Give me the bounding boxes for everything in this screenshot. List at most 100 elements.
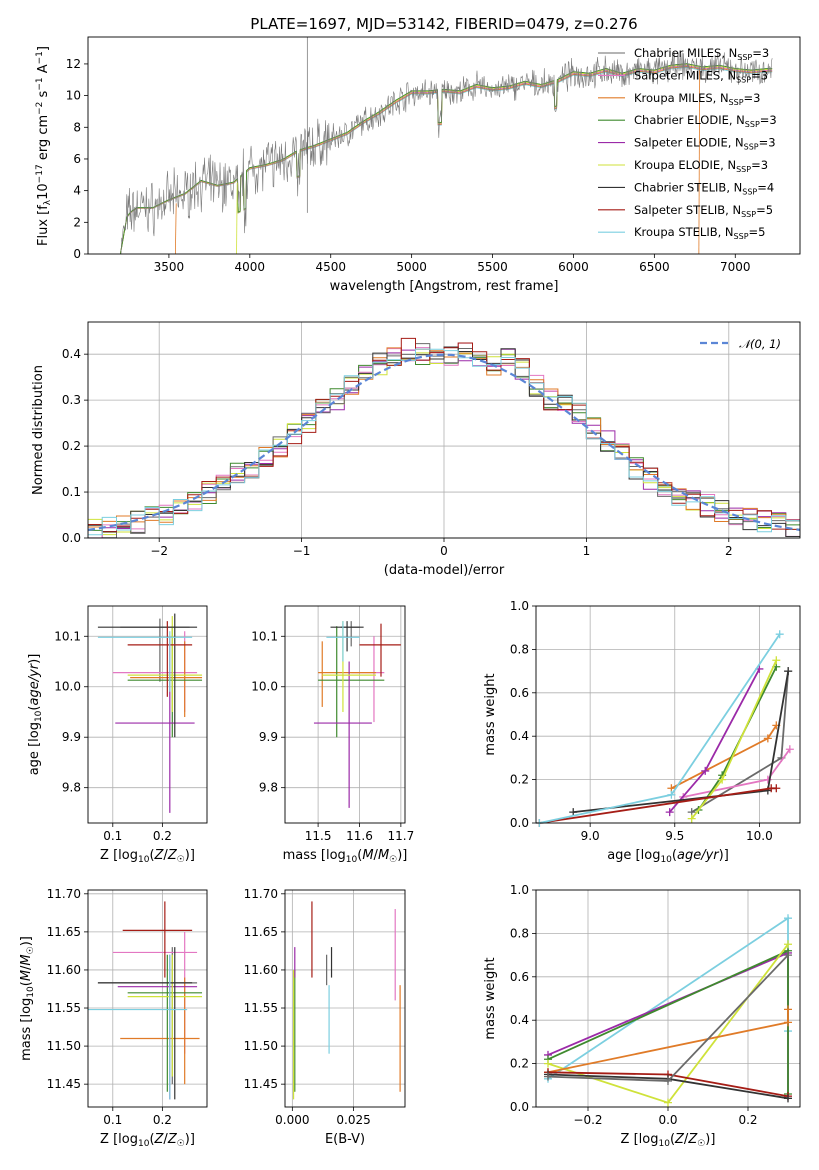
weight-line <box>539 787 777 824</box>
y-tick-label: 0.6 <box>510 686 529 700</box>
label-part: Kroupa ELODIE, N <box>634 158 736 172</box>
label-part: 10 <box>34 710 44 722</box>
x-tick-label: 0 <box>440 544 448 558</box>
y-tick-label: 1.0 <box>510 599 529 613</box>
label-part: ( <box>672 848 677 863</box>
x-tick-label: 0.0 <box>658 1113 677 1127</box>
label-part: age/yr <box>27 662 42 705</box>
label-part: 10 <box>658 1139 670 1149</box>
label-part: =3 <box>751 158 768 172</box>
label-part: 10 <box>346 855 358 865</box>
weight-marker <box>664 1098 672 1107</box>
x-tick-label: −2 <box>150 544 168 558</box>
label-part: ☉ <box>177 1139 185 1149</box>
y-tick-label: 10.1 <box>251 629 278 643</box>
x-tick-label: 1 <box>583 544 591 558</box>
label-part: )] <box>185 848 195 863</box>
label-part: Z <box>154 1132 165 1147</box>
chart-title: PLATE=1697, MJD=53142, FIBERID=0479, z=0… <box>250 15 637 33</box>
x-axis-label: Z [log10(Z/Z☉)] <box>100 1132 195 1149</box>
label-part: =5 <box>749 225 766 239</box>
label-part: M <box>378 848 389 863</box>
normal-legend-label: 𝒩(0, 1) <box>739 337 781 351</box>
x-tick-label: 5500 <box>477 260 508 274</box>
y-tick-label: 6 <box>73 152 81 166</box>
y-tick-label: 11.60 <box>47 963 81 977</box>
label-part: s <box>36 90 51 101</box>
model-edge-line <box>174 203 177 255</box>
weight-marker <box>775 630 784 639</box>
x-tick-label: 9.0 <box>581 829 600 843</box>
label-part: SSP <box>736 75 751 84</box>
label-part: Salpeter ELODIE, N <box>634 136 744 150</box>
y-tick-label: 11.60 <box>244 963 278 977</box>
label-part: 10 <box>138 1139 150 1149</box>
label-part: −17 <box>35 164 45 183</box>
weight-marker <box>701 766 710 775</box>
y-tick-label: 9.9 <box>62 730 81 744</box>
legend-entry: Chabrier ELODIE, NSSP=3 <box>634 113 777 129</box>
y-tick-label: 0.0 <box>62 531 81 545</box>
ebv-mass-panel: 0.000 0.025 11.45 11.50 11.55 11.60 11.65 11.70… <box>244 887 406 1147</box>
y-tick-label: 11.45 <box>244 1077 278 1091</box>
y-tick-label: 11.70 <box>47 887 81 901</box>
y-tick-label: 0.8 <box>510 926 529 940</box>
label-part: Kroupa STELIB, N <box>634 225 734 239</box>
residual-histogram-panel: −2 −1 0 1 2 0.0 0.1 0.2 0.3 0.4 (data-model)/error… <box>31 321 801 578</box>
label-part: =3 <box>751 68 768 82</box>
weight-marker <box>718 775 727 784</box>
y-tick-label: 0.2 <box>510 1057 529 1071</box>
y-axis-label: mass [log10(M/M☉)] <box>19 936 36 1061</box>
y-tick-label: 10.0 <box>251 680 278 694</box>
observed-spectrum-line <box>120 52 773 254</box>
y-tick-label: 0.2 <box>510 773 529 787</box>
x-tick-label: 11.6 <box>346 829 373 843</box>
y-tick-label: 11.50 <box>47 1039 81 1053</box>
y-tick-label: 0.8 <box>510 642 529 656</box>
y-tick-label: 0.2 <box>62 439 81 453</box>
x-tick-label: 0.1 <box>103 1113 122 1127</box>
y-tick-label: 1.0 <box>510 883 529 897</box>
histogram-step <box>88 348 800 538</box>
x-tick-label: 9.5 <box>665 829 684 843</box>
label-part: =5 <box>756 203 773 217</box>
model-edge-line <box>236 182 238 255</box>
label-part: Z <box>154 848 165 863</box>
label-part: / <box>163 848 168 863</box>
label-part: SSP <box>737 53 752 62</box>
age-weight-panel: 9.0 9.5 10.0 0.0 0.2 0.4 0.6 0.8 1.0 mass weight a… <box>483 599 801 865</box>
x-tick-label: 10.0 <box>746 829 773 843</box>
label-part: mass [log <box>283 848 346 863</box>
label-part: −2 <box>35 102 45 115</box>
y-tick-label: 0.1 <box>62 485 81 499</box>
x-tick-label: 0.000 <box>275 1113 309 1127</box>
label-part: age [log <box>607 848 660 863</box>
weight-line <box>539 633 781 824</box>
legend-entry: Salpeter ELODIE, NSSP=3 <box>634 136 776 152</box>
label-part: Chabrier STELIB, N <box>634 180 742 194</box>
label-part: ☉ <box>26 946 36 954</box>
label-part: Chabrier ELODIE, N <box>634 113 745 127</box>
label-part: SSP <box>745 120 760 129</box>
x-tick-label: 0.1 <box>103 829 122 843</box>
label-part: M <box>19 970 34 981</box>
weight-marker <box>784 667 793 676</box>
histogram-step <box>88 337 800 538</box>
y-tick-label: 11.50 <box>244 1039 278 1053</box>
label-part: )] <box>719 848 729 863</box>
weight-marker <box>772 784 781 793</box>
label-part: ( <box>19 981 34 986</box>
y-tick-label: 4 <box>73 184 81 198</box>
y-tick-label: 11.65 <box>47 925 81 939</box>
y-axis-label: age [log10(age/yr)] <box>27 654 44 776</box>
z-weight-panel: −0.2 0.0 0.2 0.0 0.2 0.4 0.6 0.8 1.0 mass weight Z… <box>483 883 801 1149</box>
label-part: ( <box>149 1132 154 1147</box>
y-tick-label: 0.3 <box>62 393 81 407</box>
x-tick-label: 11.7 <box>388 829 415 843</box>
y-tick-label: 0.6 <box>510 970 529 984</box>
legend-entry: Kroupa STELIB, NSSP=5 <box>634 225 765 241</box>
label-part: Z <box>674 1132 685 1147</box>
z-age-panel: 0.1 0.29.89.910.010.1Z [log10(Z/Z☉)]age [… <box>27 605 208 865</box>
label-part: ☉ <box>177 855 185 865</box>
y-axis-label: Normed distribution <box>31 365 46 495</box>
